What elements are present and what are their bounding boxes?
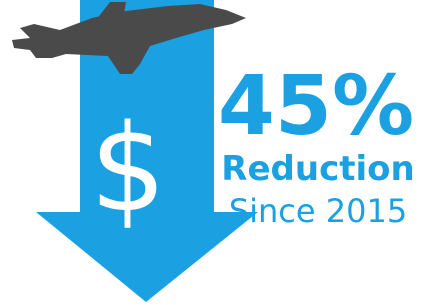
dollar-symbol: $ bbox=[90, 100, 166, 239]
subheading: Reduction bbox=[221, 149, 414, 189]
infographic: $ 45% Reduction Since 2015 bbox=[0, 0, 428, 305]
caption: Since 2015 bbox=[229, 192, 407, 230]
headline: 45% bbox=[218, 59, 414, 154]
